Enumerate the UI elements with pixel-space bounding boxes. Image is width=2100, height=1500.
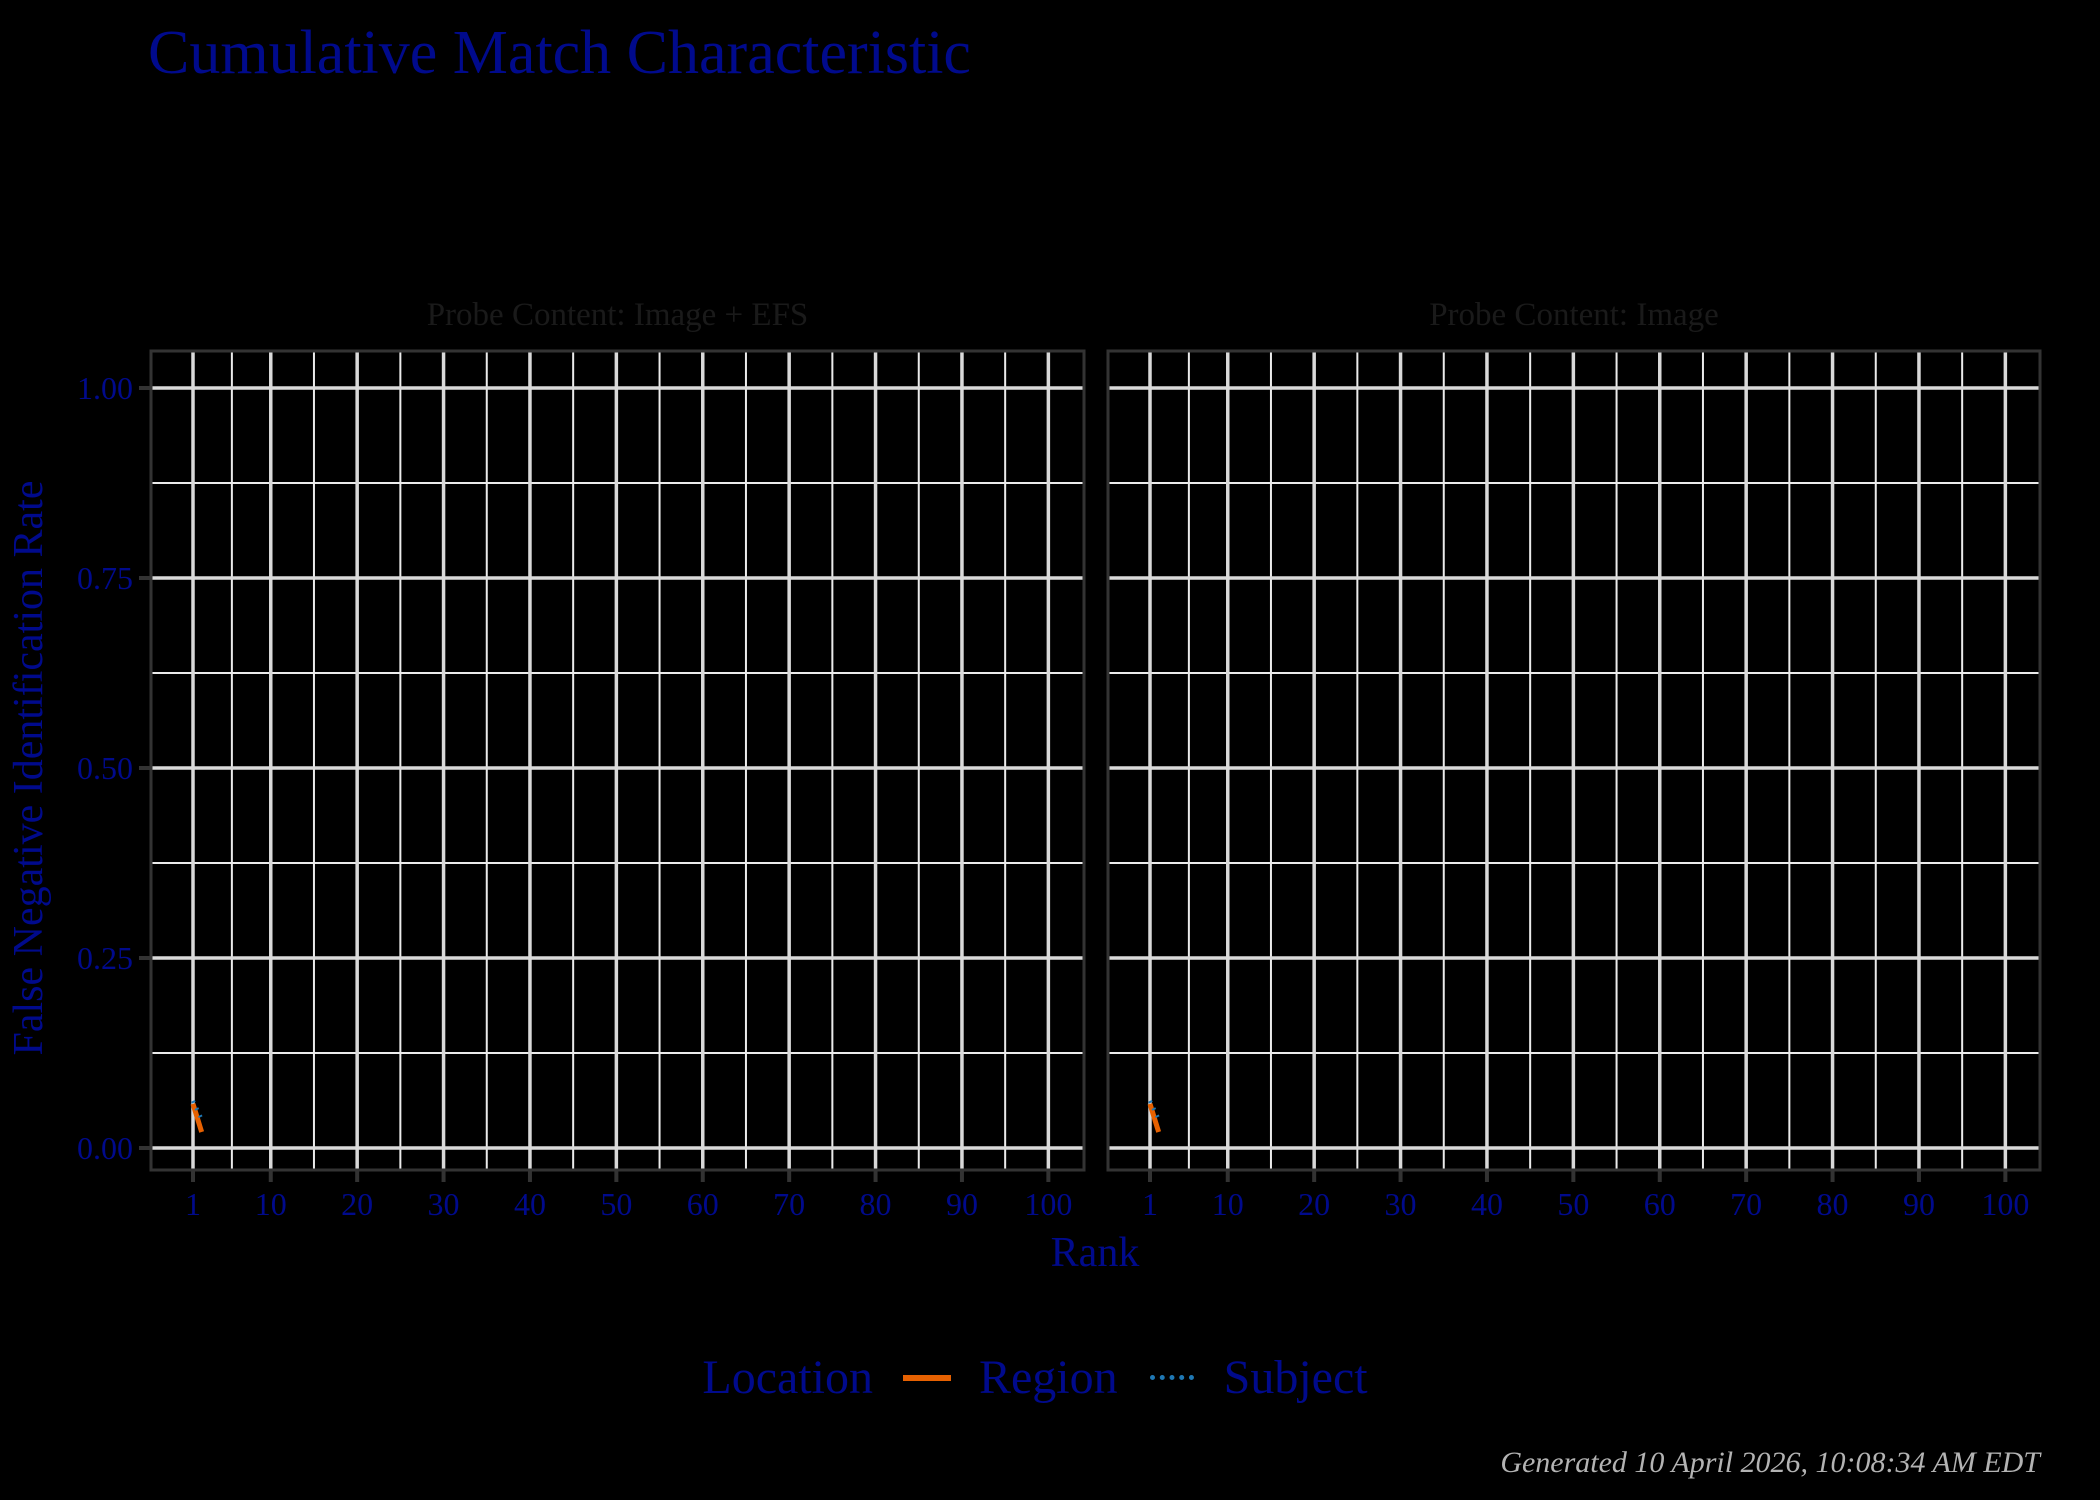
x-tick-label: 70 <box>773 1186 805 1222</box>
x-tick-label: 90 <box>946 1186 978 1222</box>
x-tick-label: 40 <box>514 1186 546 1222</box>
series-line-region <box>190 1103 205 1133</box>
legend-label-region: Region <box>978 1351 1118 1404</box>
panel-border <box>149 349 1086 1172</box>
x-tick-label: 80 <box>860 1186 892 1222</box>
legend-key-region-icon <box>902 1363 951 1393</box>
x-tick-label: 70 <box>1730 1186 1762 1222</box>
panel-border <box>1106 349 2042 1172</box>
x-tick-label: 100 <box>1981 1186 2029 1222</box>
legend-key-subject-icon <box>1148 1363 1196 1393</box>
legend-label-subject: Subject <box>1223 1351 1368 1404</box>
x-tick-label: 30 <box>1385 1186 1417 1222</box>
series-line-subject <box>191 1100 204 1120</box>
x-tick-label: 100 <box>1024 1186 1072 1222</box>
x-axis-label: Rank <box>1051 1230 1140 1276</box>
x-tick-label: 40 <box>1471 1186 1503 1222</box>
legend-title: Location <box>702 1351 873 1404</box>
x-tick-label: 1 <box>185 1186 201 1222</box>
generated-timestamp: Generated 10 April 2026, 10:08:34 AM EDT <box>1500 1446 2040 1479</box>
x-tick-label: 10 <box>255 1186 287 1222</box>
x-tick-label: 1 <box>1142 1186 1158 1222</box>
y-tick-label: 0.25 <box>77 940 133 976</box>
y-tick-label: 1.00 <box>77 370 133 406</box>
x-tick-label: 60 <box>1644 1186 1676 1222</box>
facet-strip-label: Probe Content: Image + EFS <box>427 297 809 333</box>
series-line-region <box>1147 1103 1162 1133</box>
y-tick-label: 0.00 <box>77 1130 133 1166</box>
x-tick-label: 20 <box>1298 1186 1330 1222</box>
facet-strip-label: Probe Content: Image <box>1429 297 1719 333</box>
chart-title: Cumulative Match Characteristic <box>148 19 971 87</box>
series-line-subject <box>1148 1100 1161 1120</box>
x-tick-label: 30 <box>428 1186 460 1222</box>
x-tick-label: 50 <box>600 1186 632 1222</box>
x-tick-label: 80 <box>1817 1186 1849 1222</box>
y-tick-label: 0.75 <box>77 560 133 596</box>
x-tick-label: 90 <box>1903 1186 1935 1222</box>
x-tick-label: 60 <box>687 1186 719 1222</box>
x-tick-label: 50 <box>1557 1186 1589 1222</box>
y-axis-label: False Negative Identification Rate <box>6 481 52 1056</box>
x-tick-label: 10 <box>1212 1186 1244 1222</box>
x-tick-label: 20 <box>341 1186 373 1222</box>
y-tick-label: 0.50 <box>77 750 133 786</box>
legend: Location Region Subject <box>0 1350 2100 1405</box>
